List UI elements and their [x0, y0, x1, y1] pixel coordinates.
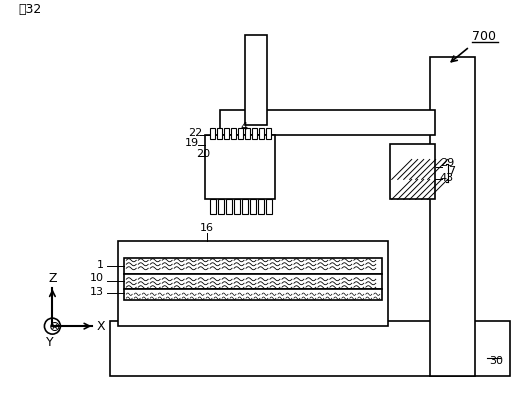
Bar: [258, 199, 264, 214]
Text: $\otimes$: $\otimes$: [49, 320, 61, 334]
Text: 43: 43: [440, 173, 454, 184]
Bar: [124, 274, 382, 289]
Text: X: X: [96, 320, 105, 333]
Text: 図32: 図32: [18, 3, 42, 16]
Bar: [242, 199, 248, 214]
Text: 30: 30: [489, 356, 504, 366]
Bar: [266, 199, 272, 214]
Bar: [224, 128, 229, 139]
Bar: [234, 199, 240, 214]
Bar: [238, 128, 243, 139]
Bar: [124, 289, 382, 300]
Bar: [245, 128, 250, 139]
Text: 20: 20: [196, 149, 210, 160]
Bar: [226, 199, 232, 214]
Bar: [430, 57, 475, 376]
Text: 19: 19: [185, 138, 199, 149]
Bar: [266, 128, 271, 139]
Bar: [210, 199, 216, 214]
Bar: [118, 241, 388, 326]
Text: 4: 4: [240, 121, 247, 132]
Text: 10: 10: [90, 273, 105, 283]
Text: 16: 16: [200, 223, 214, 233]
Bar: [250, 199, 256, 214]
Bar: [205, 134, 275, 199]
Bar: [245, 35, 267, 125]
Bar: [124, 258, 382, 274]
Text: 700: 700: [472, 30, 496, 43]
Bar: [231, 128, 236, 139]
Bar: [110, 321, 510, 376]
Bar: [390, 145, 435, 199]
Text: Z: Z: [49, 272, 57, 285]
Bar: [218, 199, 224, 214]
Text: 7: 7: [448, 166, 455, 177]
Bar: [252, 128, 257, 139]
Text: 13: 13: [90, 287, 105, 297]
Text: 1: 1: [97, 260, 105, 270]
Bar: [220, 110, 435, 134]
Text: Y: Y: [46, 336, 54, 349]
Text: 29: 29: [440, 158, 454, 169]
Text: 22: 22: [188, 128, 202, 139]
Bar: [259, 128, 264, 139]
Bar: [217, 128, 222, 139]
Bar: [210, 128, 215, 139]
